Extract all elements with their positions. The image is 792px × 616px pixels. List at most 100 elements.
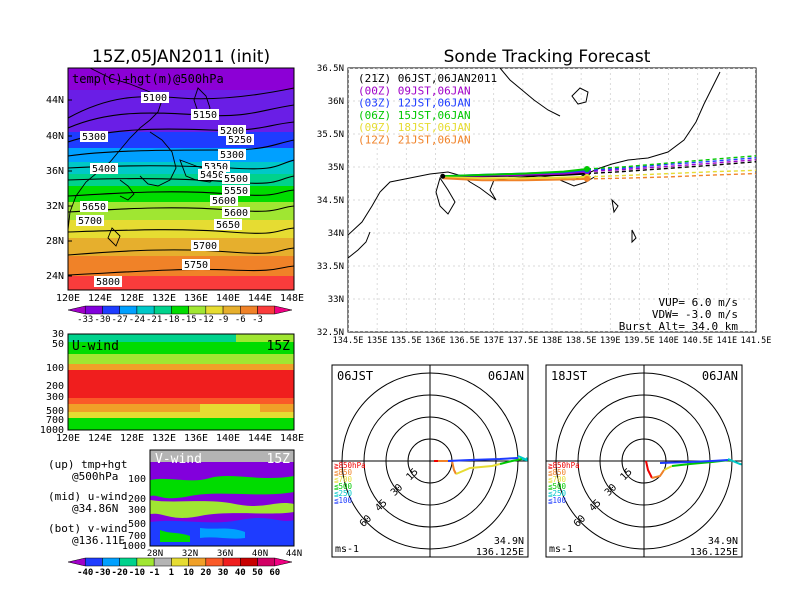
hodo-level-label: ≧850hPa xyxy=(548,461,580,470)
hodo-left-frame xyxy=(331,364,529,558)
forecast-title: Sonde Tracking Forecast xyxy=(444,47,651,67)
vwind-time: 15Z xyxy=(267,452,291,467)
lat-label: 44N xyxy=(286,549,302,559)
colorbar-cell xyxy=(240,305,258,315)
hodo-lon: 136.125E xyxy=(690,547,738,558)
wind-band xyxy=(150,450,294,462)
contour-label-bg xyxy=(94,276,122,287)
contour-label-bg xyxy=(202,161,230,172)
wind-patch xyxy=(160,530,190,542)
contour-label: 5550 xyxy=(224,186,248,197)
vwind-frame xyxy=(149,449,295,547)
colorbar-tick: -24 xyxy=(129,315,145,325)
hodo-trace xyxy=(517,455,528,462)
track-series xyxy=(440,155,756,182)
lon-label: 136E xyxy=(184,293,208,304)
pressure-label: 300 xyxy=(46,392,64,403)
track-line-extension xyxy=(586,172,756,180)
hodo-unit: ms-1 xyxy=(549,544,573,555)
colorbar-cell xyxy=(136,305,155,315)
lon-label: 132E xyxy=(152,293,176,304)
contour-label-bg xyxy=(214,219,242,230)
lat-label: 36.5N xyxy=(317,64,344,74)
colorbar-tick: -27 xyxy=(112,315,128,325)
uwind-lon-labels: 120E 124E 128E 132E 136E 140E 144E 148E xyxy=(56,433,304,444)
hodo-level-label: ≦100 xyxy=(334,496,353,505)
lat-label: 36N xyxy=(217,549,233,559)
contour-line xyxy=(68,265,294,276)
contour-label: 5300 xyxy=(82,132,106,143)
legend-entry: (21Z) 06JST,06JAN2011 xyxy=(358,72,497,85)
contour-label-bg xyxy=(76,215,104,226)
panel-notes: (up) tmp+hgt @500hPa (mid) u-wind @34.86… xyxy=(48,458,127,547)
hodo-lat: 34.9N xyxy=(708,536,738,547)
vdw-text: VDW= -3.0 m/s xyxy=(652,308,738,321)
lat-label: 35N xyxy=(328,163,344,173)
colorbar-cell xyxy=(222,557,241,567)
burst-text: Burst Alt= 34.0 km xyxy=(619,320,739,333)
contour-line xyxy=(68,139,294,157)
contour-label: 5650 xyxy=(216,220,240,231)
colorbar-tick: -12 xyxy=(198,315,214,325)
hodo-trace xyxy=(499,458,523,465)
legend-entry: (06Z) 15JST,06JAN xyxy=(358,109,471,122)
colorbar-cell xyxy=(222,305,241,315)
contour-label: 5500 xyxy=(224,174,248,185)
colorbar-cell xyxy=(67,557,86,567)
contour-label: 5700 xyxy=(193,241,217,252)
track-line xyxy=(442,167,588,178)
lon-label: 124E xyxy=(88,293,112,304)
lat-label: 28N xyxy=(46,236,64,247)
landing-point xyxy=(583,165,590,172)
contour-label: 5100 xyxy=(143,93,167,104)
coastline xyxy=(348,231,371,259)
map-label: temp(C)+hgt(m)@500hPa xyxy=(72,72,224,86)
lon-label: 144E xyxy=(248,433,272,444)
colorbar-cell xyxy=(119,557,138,567)
colorbar-cell xyxy=(205,557,224,567)
track-line-extension xyxy=(586,155,756,170)
contour-label-bg xyxy=(226,134,254,145)
lon-label: 148E xyxy=(280,293,304,304)
colorbar-tick: -9 xyxy=(218,315,229,325)
hodo-ring-label: 15 xyxy=(619,467,635,483)
colorbar-cell xyxy=(240,557,258,567)
colorbar-tick: 50 xyxy=(252,568,263,578)
colorbar-cell xyxy=(171,557,189,567)
landing-point xyxy=(583,175,590,182)
lon-label: 140E xyxy=(658,336,678,346)
lon-label: 137E xyxy=(483,336,503,346)
track-line-extension xyxy=(586,169,756,178)
contour-label-bg xyxy=(222,207,250,218)
lat-label: 32.5N xyxy=(317,328,344,338)
lat-label: 36N xyxy=(328,97,344,107)
track-legend: (21Z) 06JST,06JAN2011(00Z) 09JST,06JAN (0… xyxy=(358,72,497,147)
pressure-label: 100 xyxy=(46,363,64,374)
note-line: (mid) u-wind xyxy=(48,490,127,503)
contour-line xyxy=(68,189,294,197)
contour-line xyxy=(68,205,294,213)
colorbar-cell xyxy=(102,305,120,315)
uwind-label: U-wind xyxy=(72,339,119,354)
wind-patch xyxy=(236,334,294,342)
lon-label: 135E xyxy=(367,336,387,346)
lon-label: 138.5E xyxy=(566,336,597,346)
colorbar-tick: -18 xyxy=(163,315,179,325)
lon-label: 141E xyxy=(717,336,737,346)
coastline xyxy=(499,68,561,117)
lat-label: 32N xyxy=(182,549,198,559)
lon-label: 132E xyxy=(152,433,176,444)
contour-label: 5600 xyxy=(212,196,236,207)
colorbar-cell xyxy=(188,557,207,567)
colorbar-cell xyxy=(153,557,172,567)
lat-label: 34N xyxy=(328,229,344,239)
legend-entry: (00Z) 09JST,06JAN xyxy=(358,84,471,97)
colorbar-cell xyxy=(136,557,155,567)
wind-patch xyxy=(200,404,260,414)
colorbar-tick: -3 xyxy=(252,315,263,325)
colorbar-tick: 40 xyxy=(235,568,246,578)
